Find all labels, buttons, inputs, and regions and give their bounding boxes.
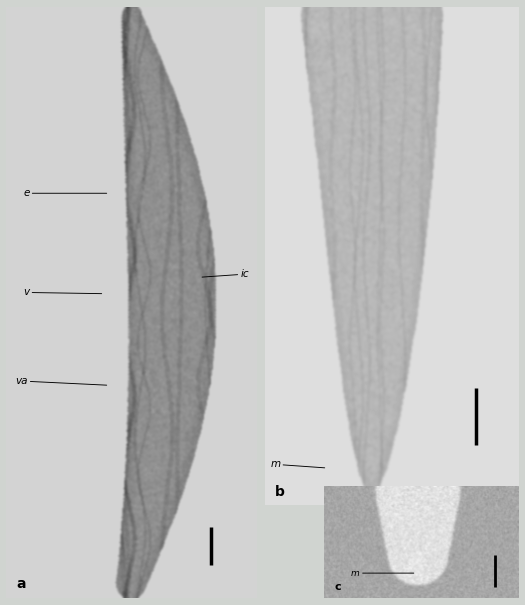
Text: b: b: [275, 485, 285, 499]
Text: m: m: [270, 459, 325, 469]
Text: e: e: [23, 188, 107, 198]
Text: va: va: [15, 376, 107, 386]
Text: m: m: [351, 569, 414, 578]
Text: c: c: [334, 582, 341, 592]
Text: a: a: [16, 577, 26, 590]
Text: ic: ic: [202, 269, 249, 279]
Text: v: v: [23, 287, 102, 298]
